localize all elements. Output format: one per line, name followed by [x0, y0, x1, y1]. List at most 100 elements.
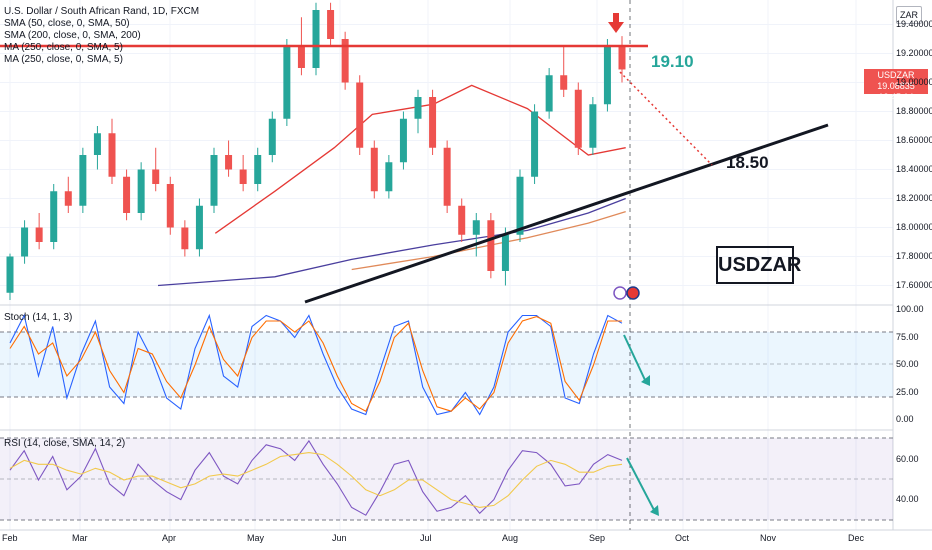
- candle-body: [195, 205, 203, 250]
- candle-body: [327, 10, 335, 39]
- time-tick-label: Jul: [420, 533, 432, 543]
- price-tag-countdown: 12:45:14: [878, 92, 914, 102]
- legend-ma250-b[interactable]: MA (250, close, 0, SMA, 5): [4, 54, 123, 65]
- candle-body: [166, 184, 174, 228]
- stoch-k-line: [9, 313, 623, 416]
- candles: [6, 2, 626, 300]
- candle-body: [341, 39, 349, 83]
- candle-body: [297, 46, 305, 68]
- candle-body: [210, 155, 218, 206]
- rsi-lines: [9, 439, 623, 516]
- rsi-tick-label: 60.00: [896, 454, 919, 465]
- price-tick-label: 18.20000: [896, 192, 932, 203]
- stoch-tick-label: 25.00: [896, 386, 919, 397]
- time-tick-label: Oct: [675, 533, 690, 543]
- candle-body: [108, 133, 116, 177]
- stoch-label[interactable]: Stoch (14, 1, 3): [4, 312, 73, 323]
- sma200-line: [157, 197, 626, 287]
- legend-sma200[interactable]: SMA (200, close, 0, SMA, 200): [4, 30, 141, 41]
- candle-body: [123, 176, 131, 213]
- time-tick-label: Aug: [502, 533, 519, 543]
- candle-body: [516, 176, 524, 235]
- rsi-ma-line: [9, 452, 623, 508]
- candle-body: [385, 162, 393, 192]
- legend-title[interactable]: U.S. Dollar / South African Rand, 1D, FX…: [4, 6, 200, 17]
- candle-body: [589, 104, 597, 148]
- stoch-tick-label: 75.00: [896, 331, 919, 342]
- down-arrow-icon: [608, 13, 624, 33]
- time-tick-label: Jun: [332, 533, 347, 543]
- rsi-line: [9, 439, 623, 516]
- legend-ma250-a[interactable]: MA (250, close, 0, SMA, 5): [4, 42, 123, 53]
- price-tick-label: 18.80000: [896, 105, 932, 116]
- candle-body: [560, 75, 568, 90]
- rsi-label[interactable]: RSI (14, close, SMA, 14, 2): [4, 438, 126, 449]
- candle-body: [603, 46, 611, 105]
- candle-body: [239, 169, 247, 184]
- legend-sma50[interactable]: SMA (50, close, 0, SMA, 50): [4, 18, 130, 29]
- price-tick-label: 19.00000: [896, 76, 932, 87]
- symbol-box[interactable]: USDZAR: [716, 246, 801, 284]
- candle-body: [618, 46, 626, 70]
- candle-body: [429, 97, 437, 148]
- price-tick-label: 19.20000: [896, 47, 932, 58]
- price-tick-label: 18.00000: [896, 221, 932, 232]
- candle-body: [254, 155, 262, 184]
- projection-dotted-line: [619, 71, 713, 166]
- stoch-tick-label: 100.00: [896, 304, 924, 314]
- time-tick-label: Dec: [848, 533, 865, 543]
- price-tick-label: 19.40000: [896, 18, 932, 29]
- time-tick-label: Feb: [2, 533, 18, 543]
- candle-body: [574, 89, 582, 148]
- price-tick-label: 17.80000: [896, 250, 932, 261]
- ma250-line: [351, 210, 626, 271]
- rsi-tick-label: 40.00: [896, 493, 919, 504]
- price-tag-price: 19.08835: [877, 81, 915, 91]
- candle-body: [356, 82, 364, 148]
- candle-body: [50, 191, 58, 242]
- ascending-trendline[interactable]: [304, 123, 829, 304]
- event-icons: [613, 286, 640, 300]
- candle-body: [414, 97, 422, 119]
- candle-body: [35, 227, 43, 242]
- candle-body: [137, 169, 145, 213]
- price-tick-label: 18.40000: [896, 163, 932, 174]
- candle-body: [64, 191, 72, 206]
- rsi-down-arrow-icon: [626, 457, 659, 516]
- price-tick-label: 17.60000: [896, 279, 932, 290]
- currency-badge[interactable]: ZAR: [896, 6, 922, 24]
- candle-body: [312, 10, 320, 68]
- stoch-d-line: [9, 316, 622, 412]
- resistance-label[interactable]: 19.10: [651, 52, 694, 71]
- dividend-event-icon[interactable]: [613, 286, 627, 300]
- price-tick-label: 18.60000: [896, 134, 932, 145]
- candle-body: [531, 111, 539, 177]
- stoch-tick-label: 50.00: [896, 359, 919, 369]
- candle-body: [181, 227, 189, 250]
- candle-body: [472, 220, 480, 235]
- candle-body: [399, 118, 407, 163]
- time-tick-label: Nov: [760, 533, 777, 543]
- candle-body: [501, 234, 509, 271]
- candle-body: [79, 155, 87, 206]
- candle-body: [152, 169, 160, 184]
- candle-body: [283, 46, 291, 119]
- candle-body: [268, 118, 276, 155]
- us-flag-event-icon[interactable]: [626, 286, 640, 300]
- candle-body: [225, 155, 233, 170]
- time-tick-label: Apr: [162, 533, 177, 543]
- stoch-tick-label: 0.00: [896, 414, 914, 424]
- candle-body: [93, 133, 101, 155]
- candle-body: [545, 75, 553, 112]
- time-tick-label: Sep: [589, 533, 606, 543]
- candle-body: [370, 147, 378, 192]
- time-tick-label: Mar: [72, 533, 88, 543]
- target-label[interactable]: 18.50: [726, 153, 769, 172]
- candle-body: [21, 227, 29, 257]
- price-tag-symbol: USDZAR: [877, 70, 915, 80]
- last-price-tag: USDZAR 19.08835 12:45:14: [864, 69, 928, 102]
- candle-body: [6, 256, 14, 293]
- candle-body: [458, 205, 466, 235]
- time-tick-label: May: [247, 533, 265, 543]
